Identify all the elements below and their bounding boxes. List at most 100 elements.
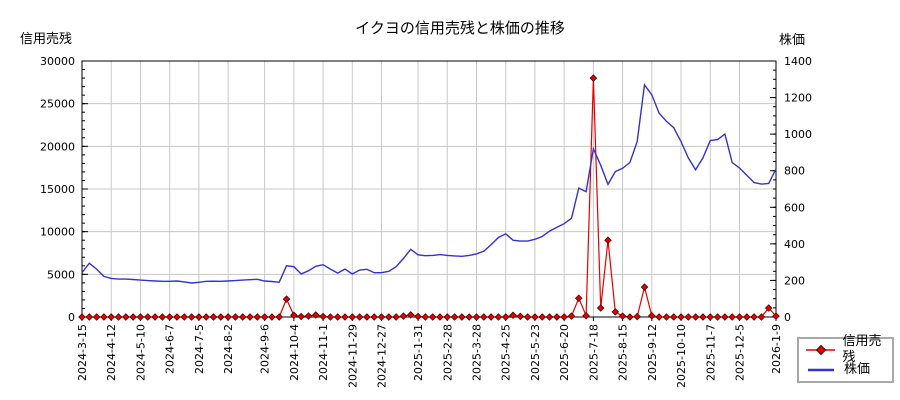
x-axis-tick-label: 2025-10-10 bbox=[675, 324, 688, 388]
credit-balance-line bbox=[82, 78, 777, 318]
left-axis-tick-label: 5000 bbox=[47, 268, 75, 281]
credit-balance-marker bbox=[385, 313, 393, 321]
credit-balance-marker bbox=[363, 313, 371, 321]
x-axis-tick-label: 2025-1-31 bbox=[412, 324, 425, 381]
x-axis-tick-label: 2024-6-7 bbox=[164, 324, 177, 374]
left-axis-tick-label: 15000 bbox=[40, 183, 75, 196]
credit-balance-marker bbox=[180, 313, 189, 321]
credit-balance-marker bbox=[465, 313, 473, 321]
credit-balance-marker bbox=[399, 312, 408, 320]
credit-balance-marker bbox=[531, 313, 539, 321]
legend: 信用売残 株価 bbox=[797, 334, 894, 383]
x-axis-tick-label: 2024-3-15 bbox=[76, 324, 89, 381]
credit-balance-marker bbox=[333, 313, 342, 321]
chart-title: イクヨの信用売残と株価の推移 bbox=[355, 19, 565, 37]
credit-balance-marker bbox=[129, 313, 137, 321]
credit-balance-marker bbox=[392, 313, 400, 321]
x-axis-tick-label: 2025-8-15 bbox=[617, 324, 630, 381]
credit-balance-marker bbox=[151, 313, 159, 321]
x-axis-tick-label: 2024-11-1 bbox=[317, 324, 330, 381]
credit-balance-marker bbox=[165, 313, 174, 321]
x-axis-tick-label: 2026-1-9 bbox=[770, 324, 783, 374]
credit-balance-marker bbox=[268, 313, 276, 321]
credit-balance-marker bbox=[428, 313, 437, 321]
x-axis-tick-label: 2025-3-28 bbox=[470, 324, 483, 381]
stock-price-line bbox=[81, 82, 777, 284]
credit-balance-marker bbox=[443, 313, 452, 321]
credit-balance-marker bbox=[538, 313, 546, 321]
credit-balance-marker bbox=[764, 304, 773, 312]
legend-label-credit: 信用売残 bbox=[842, 334, 882, 365]
right-axis-tick-label: 600 bbox=[784, 201, 805, 214]
credit-balance-marker bbox=[260, 313, 269, 321]
credit-balance-marker bbox=[728, 313, 736, 321]
credit-balance-marker bbox=[246, 313, 254, 321]
left-axis-tick-label: 10000 bbox=[40, 226, 75, 239]
credit-balance-marker bbox=[355, 313, 364, 321]
credit-balance-marker bbox=[253, 313, 262, 321]
credit-balance-marker bbox=[516, 312, 525, 321]
credit-balance-marker bbox=[195, 313, 203, 321]
credit-balance-marker bbox=[633, 312, 641, 321]
credit-balance-marker bbox=[92, 313, 101, 321]
credit-balance-marker bbox=[436, 313, 444, 321]
credit-balance-marker bbox=[348, 313, 357, 321]
right-axis-tick-label: 1200 bbox=[784, 92, 812, 105]
credit-balance-marker bbox=[684, 313, 693, 321]
right-axis-tick-label: 400 bbox=[784, 238, 805, 251]
credit-balance-marker bbox=[626, 313, 634, 321]
credit-balance-marker bbox=[706, 313, 715, 321]
credit-balance-marker bbox=[501, 313, 510, 321]
credit-balance-marker bbox=[231, 313, 240, 321]
left-axis-tick-label: 0 bbox=[68, 311, 75, 324]
credit-balance-marker bbox=[297, 312, 305, 321]
right-axis-tick-label: 0 bbox=[784, 311, 791, 324]
credit-balance-marker bbox=[158, 313, 167, 321]
credit-balance-marker bbox=[480, 313, 488, 321]
legend-item-credit: 信用売残 bbox=[806, 334, 892, 365]
credit-balance-marker bbox=[421, 313, 430, 321]
credit-balance-marker bbox=[143, 313, 152, 321]
credit-balance-marker bbox=[238, 313, 247, 321]
x-axis-tick-label: 2025-5-23 bbox=[529, 324, 542, 381]
credit-balance-marker bbox=[487, 313, 495, 321]
credit-balance-marker bbox=[122, 313, 130, 321]
x-axis-tick-label: 2024-4-12 bbox=[105, 324, 118, 381]
credit-balance-marker bbox=[377, 313, 386, 321]
credit-balance-marker bbox=[509, 311, 517, 320]
x-axis-tick-label: 2025-6-20 bbox=[558, 324, 571, 381]
x-axis-tick-label: 2024-11-29 bbox=[346, 324, 359, 388]
credit-balance-marker bbox=[589, 74, 598, 82]
credit-balance-marker bbox=[275, 313, 284, 321]
credit-balance-marker bbox=[217, 313, 225, 321]
x-axis-tick-label: 2025-9-12 bbox=[646, 324, 659, 381]
right-axis-tick-label: 1000 bbox=[784, 128, 812, 141]
credit-balance-marker bbox=[567, 312, 576, 320]
credit-balance-marker bbox=[472, 313, 481, 321]
left-axis-tick-label: 30000 bbox=[40, 55, 75, 68]
x-axis-tick-label: 2025-12-5 bbox=[733, 324, 746, 381]
credit-balance-marker bbox=[618, 312, 627, 320]
credit-balance-marker bbox=[187, 313, 196, 321]
credit-balance-marker bbox=[107, 313, 115, 321]
left-axis-tick-label: 20000 bbox=[40, 140, 75, 153]
credit-balance-marker bbox=[574, 294, 583, 302]
credit-balance-marker bbox=[669, 313, 678, 321]
x-axis-tick-label: 2024-7-5 bbox=[193, 324, 206, 374]
credit-balance-marker bbox=[523, 313, 532, 321]
credit-balance-marker bbox=[713, 313, 722, 321]
credit-balance-marker bbox=[553, 313, 561, 321]
credit-balance-marker bbox=[304, 312, 313, 320]
credit-balance-marker bbox=[648, 311, 656, 320]
credit-balance-marker bbox=[341, 313, 349, 321]
credit-balance-marker bbox=[173, 313, 181, 321]
right-axis-tick-label: 1400 bbox=[784, 55, 812, 68]
credit-balance-marker bbox=[202, 313, 210, 321]
credit-balance-marker bbox=[750, 313, 758, 321]
credit-balance-marker bbox=[326, 313, 335, 321]
credit-balance-marker bbox=[319, 312, 327, 321]
x-axis-tick-label: 2024-12-27 bbox=[376, 324, 389, 388]
credit-balance-marker bbox=[757, 313, 766, 321]
